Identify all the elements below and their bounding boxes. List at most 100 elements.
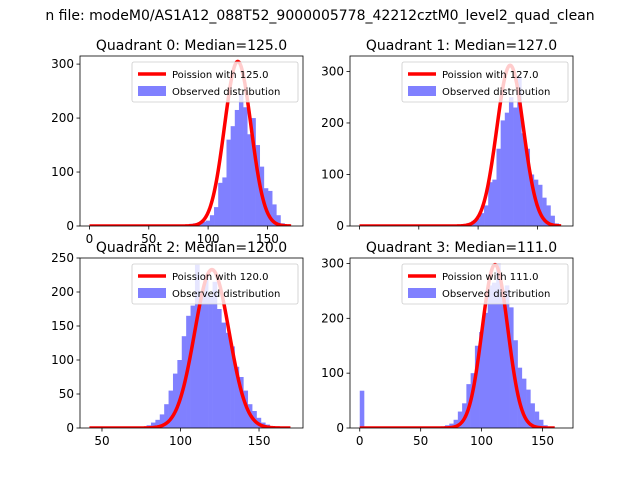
y-tick-label: 200 [51,111,74,125]
histogram-bar [172,373,178,428]
histogram-bar [212,281,218,428]
histogram-bar [491,282,497,428]
histogram-bar [194,264,200,428]
axes-frame [349,55,574,227]
histogram-bar [500,296,506,428]
axes-frame [79,257,304,429]
histogram-bar [487,285,493,428]
panel-title: Quadrant 2: Median=120.0 [96,240,287,256]
histogram-bar [453,419,459,428]
histogram-bar [483,312,488,428]
histogram-bar [521,133,526,226]
legend-observed-patch [408,288,436,298]
panel-title: Quadrant 0: Median=125.0 [96,38,287,54]
poisson-curve [88,267,292,428]
panel-2: 50 100 150 0 50 100 150 200 250 Quadrant 2: Media… [51,240,304,448]
histogram-bar [546,205,551,226]
x-tick-label: 150 [256,232,279,246]
axes-frame [349,257,574,429]
histogram-bar [509,307,514,428]
histogram-bar [230,126,236,226]
histogram-bar [550,215,555,226]
histogram-bar [190,305,196,428]
histogram-bar [272,204,277,226]
histogram-bar [205,220,211,226]
histogram-bar [525,148,531,226]
histogram-bar [155,419,161,428]
x-tick-label: 50 [413,434,428,448]
panel-title: Quadrant 3: Median=111.0 [366,240,557,256]
histogram-bar [529,174,535,226]
histogram-bar [276,215,281,226]
legend: Poission with 120.0 Observed distribution [131,263,299,305]
x-tick-label: 150 [248,434,271,448]
histogram-bar [150,422,156,428]
y-tick-label: 200 [321,311,344,325]
histogram-bar [475,218,481,226]
histogram-bar [530,403,535,428]
x-tick-label: 0 [356,434,364,448]
histogram-bar [243,107,248,226]
histogram-bars [180,93,285,226]
histogram-bar [247,134,252,226]
histogram-bar [226,139,231,226]
histogram-bar [208,295,213,428]
figure-suptitle: n file: modeM0/AS1A12_088T52_9000005778_… [45,8,594,24]
poisson-curve [358,262,556,428]
legend-box [401,263,569,305]
histogram-bar [230,346,235,428]
legend-box [131,61,299,103]
panel-0: 0 50 100 150 0 100 200 300 Quadrant 0: Median=12… [51,38,304,246]
histogram-bar [168,390,174,428]
x-tick-label: 100 [197,232,220,246]
legend-label-poisson: Poission with 111.0 [442,272,538,283]
histogram-bar [513,107,518,226]
histogram-bar [479,332,484,428]
legend: Poission with 127.0 Observed distribution [401,61,569,103]
histogram-bar [492,179,497,226]
legend-label-observed: Observed distribution [442,289,550,300]
histogram-bar [218,182,223,226]
histogram-bar [238,93,244,226]
histogram-bar [470,373,476,428]
histogram-bar [500,120,506,226]
histogram-bar [209,215,215,226]
histogram-bar [359,390,365,428]
histogram-bar [534,411,540,428]
histogram-bar [203,275,209,428]
y-tick-label: 200 [321,116,344,130]
histogram-bar [504,285,510,428]
y-tick-label: 100 [51,165,74,179]
legend-box [401,61,569,103]
legend-box [131,263,299,305]
legend-label-poisson: Poission with 120.0 [172,272,268,283]
x-tick-label: 100 [169,434,192,448]
legend-label-poisson: Poission with 127.0 [442,70,538,81]
y-tick-label: 300 [321,256,344,270]
histogram-bar [164,404,169,428]
histogram-bar [496,263,501,428]
histogram-bar [221,322,227,428]
x-tick-label: 50 [94,434,109,448]
legend-observed-patch [408,86,436,96]
histogram-bar [159,414,165,428]
y-tick-label: 150 [51,319,74,333]
histogram-bar [542,197,547,226]
y-tick-label: 0 [66,421,74,435]
legend: Poission with 111.0 Observed distribution [401,263,569,305]
y-tick-label: 300 [321,64,344,78]
legend-label-poisson: Poission with 125.0 [172,70,268,81]
histogram-bar [504,112,510,226]
panel-3: 0 50 100 150 0 100 200 300 Quadrant 3: Median=11… [321,240,574,448]
y-tick-label: 300 [51,57,74,71]
y-tick-label: 100 [321,366,344,380]
y-tick-label: 250 [51,251,74,265]
histogram-bar [488,182,493,226]
legend-observed-patch [138,86,166,96]
y-tick-label: 100 [51,353,74,367]
histogram-bar [214,207,219,226]
histogram-bar [496,148,501,226]
histogram-bar [199,292,205,428]
y-tick-label: 0 [336,421,344,435]
